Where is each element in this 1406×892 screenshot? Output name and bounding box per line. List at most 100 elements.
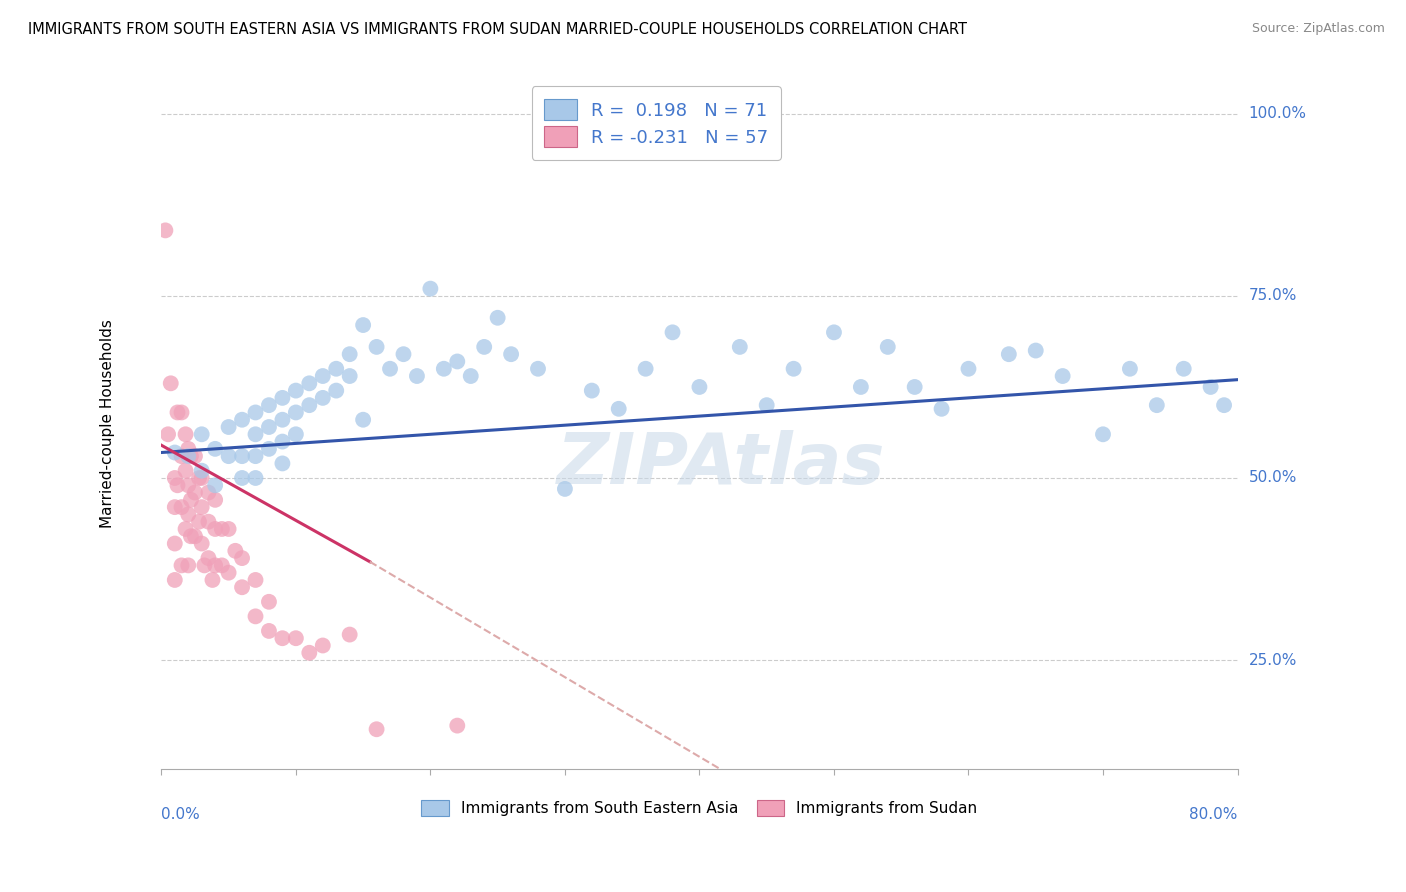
Point (245, 449, 267, 463)
Point (1199, 380, 1222, 394)
Point (1091, 427, 1114, 442)
Point (231, 449, 253, 463)
Point (527, 361, 550, 376)
Point (188, 471, 211, 485)
Point (163, 445, 186, 459)
Point (163, 500, 186, 515)
Point (157, 427, 180, 442)
Point (755, 398, 778, 412)
Point (190, 427, 212, 442)
Point (257, 420, 280, 434)
Point (180, 529, 202, 543)
Point (325, 384, 347, 398)
Point (184, 529, 207, 543)
Point (271, 457, 294, 471)
Point (177, 508, 200, 522)
Point (298, 398, 321, 412)
Point (904, 380, 927, 394)
Point (1173, 361, 1195, 376)
Point (218, 420, 240, 434)
Point (446, 718, 468, 732)
Point (231, 551, 253, 566)
Point (180, 492, 202, 507)
Point (581, 384, 603, 398)
Point (180, 449, 202, 463)
Point (170, 405, 193, 419)
Point (339, 627, 361, 641)
Point (190, 500, 212, 515)
Point (312, 369, 335, 384)
Point (170, 500, 193, 515)
Point (218, 566, 240, 580)
Point (231, 413, 253, 427)
Point (163, 536, 186, 550)
Point (190, 536, 212, 550)
Point (271, 434, 294, 449)
Point (486, 310, 509, 325)
Point (849, 380, 872, 394)
Point (271, 631, 294, 645)
Point (298, 646, 321, 660)
Point (284, 631, 307, 645)
Point (204, 522, 226, 536)
Point (218, 522, 240, 536)
Point (245, 609, 267, 624)
Point (876, 340, 898, 354)
Point (661, 326, 683, 340)
Point (433, 361, 456, 376)
Text: 100.0%: 100.0% (1249, 106, 1306, 121)
Text: 0.0%: 0.0% (162, 807, 200, 822)
Point (245, 573, 267, 587)
Point (170, 558, 193, 573)
Point (406, 369, 429, 384)
Point (1119, 361, 1142, 376)
Point (211, 522, 233, 536)
Point (446, 354, 468, 368)
Point (245, 405, 267, 419)
Point (957, 361, 980, 376)
Point (204, 442, 226, 456)
Point (271, 413, 294, 427)
Point (312, 639, 335, 653)
Point (271, 391, 294, 405)
Point (501, 347, 523, 361)
Point (204, 478, 226, 492)
Point (166, 405, 188, 419)
Point (245, 427, 267, 442)
Point (634, 361, 657, 376)
Point (184, 485, 207, 500)
Point (166, 478, 188, 492)
Point (782, 361, 804, 376)
Point (607, 401, 630, 416)
Point (193, 558, 215, 573)
Point (257, 398, 280, 412)
Point (188, 515, 211, 529)
Point (174, 464, 197, 478)
Point (177, 558, 200, 573)
Point (728, 340, 751, 354)
Point (298, 376, 321, 391)
Text: ZIPAtlas: ZIPAtlas (557, 430, 886, 500)
Point (211, 558, 233, 573)
Text: Source: ZipAtlas.com: Source: ZipAtlas.com (1251, 22, 1385, 36)
Point (1213, 398, 1236, 412)
Point (155, 223, 177, 237)
Text: 25.0%: 25.0% (1249, 653, 1296, 667)
Point (218, 449, 240, 463)
Point (554, 482, 576, 496)
Point (257, 624, 280, 638)
Point (339, 347, 361, 361)
Point (312, 391, 335, 405)
Point (284, 427, 307, 442)
Point (231, 580, 253, 594)
Point (823, 326, 845, 340)
Point (163, 573, 186, 587)
Point (231, 471, 253, 485)
Text: Married-couple Households: Married-couple Households (100, 319, 115, 528)
Point (460, 369, 482, 384)
Legend: Immigrants from South Eastern Asia, Immigrants from Sudan: Immigrants from South Eastern Asia, Immi… (413, 792, 986, 824)
Text: 50.0%: 50.0% (1249, 470, 1296, 485)
Point (392, 347, 415, 361)
Point (174, 427, 197, 442)
Point (159, 376, 181, 391)
